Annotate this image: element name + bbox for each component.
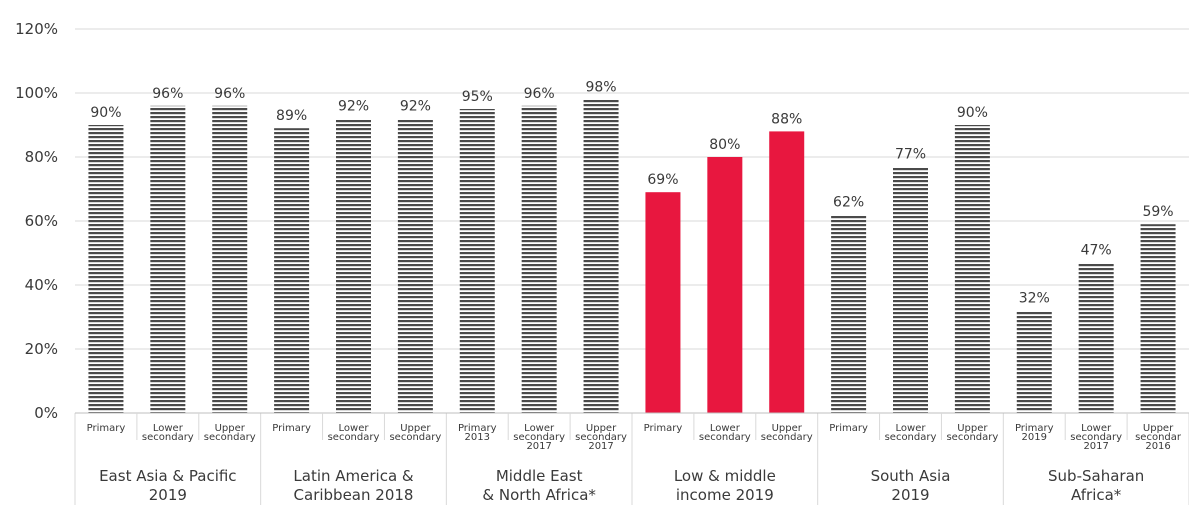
group-label: income 2019 — [676, 486, 774, 504]
bar — [707, 157, 743, 413]
group-label: Caribbean 2018 — [294, 486, 414, 504]
y-tick-label: 40% — [25, 276, 58, 294]
bar-sublabel: 2019 — [1022, 432, 1047, 443]
bar-sublabel: Lower — [153, 423, 184, 434]
bar-sublabel: Primary — [829, 423, 868, 434]
data-label: 69% — [647, 172, 678, 188]
bar — [645, 192, 681, 413]
data-label: 98% — [585, 79, 616, 95]
data-label: 88% — [771, 111, 802, 127]
bar-sublabel: secondar — [1135, 432, 1182, 443]
bar — [88, 125, 124, 413]
data-label: 59% — [1142, 204, 1173, 220]
data-label: 96% — [152, 86, 183, 102]
bar-sublabel: Lower — [524, 423, 555, 434]
gridlines — [75, 28, 1189, 414]
bar-sublabel: secondary — [328, 432, 380, 443]
bar-sublabel: 2017 — [1083, 441, 1108, 452]
bar-sublabel: Upper — [957, 423, 988, 434]
bar-sublabel: 2016 — [1145, 441, 1170, 452]
category-axis: Primary LowersecondaryUppersecondaryEast … — [74, 412, 1189, 505]
bar-sublabel: Upper — [215, 423, 246, 434]
data-label: 90% — [90, 105, 121, 121]
group-label: Middle East — [496, 467, 583, 485]
bar-sublabel: Lower — [339, 423, 370, 434]
data-label: 96% — [214, 86, 245, 102]
bar-sublabel: Lower — [1081, 423, 1112, 434]
data-label: 89% — [276, 108, 307, 124]
bar-sublabel: 2013 — [465, 432, 490, 443]
bar-sublabel: Primary — [644, 423, 683, 434]
group-label: Low & middle — [674, 467, 776, 485]
data-label: 47% — [1081, 243, 1112, 259]
bar-sublabel: Upper — [1143, 423, 1174, 434]
group-label: 2019 — [149, 486, 187, 504]
data-label: 62% — [833, 195, 864, 211]
bar — [212, 105, 248, 414]
group-label: South Asia — [871, 467, 951, 485]
bar — [459, 109, 495, 413]
bar — [150, 105, 186, 414]
bar-sublabel: Primary — [87, 423, 126, 434]
group-label: East Asia & Pacific — [99, 467, 236, 485]
bar — [1140, 224, 1176, 413]
y-tick-label: 0% — [34, 404, 58, 422]
data-label: 32% — [1019, 291, 1050, 307]
y-tick-label: 80% — [25, 148, 58, 166]
y-tick-label: 120% — [15, 20, 58, 38]
group-label: Latin America & — [293, 467, 414, 485]
bar — [893, 166, 928, 413]
y-tick-label: 100% — [15, 84, 58, 102]
bar — [769, 131, 805, 413]
bar-sublabel: Upper — [772, 423, 803, 434]
bar-sublabel: 2017 — [588, 441, 613, 452]
bar-sublabel: Primary — [272, 423, 311, 434]
group-label: Africa* — [1071, 486, 1122, 504]
bar-sublabel: Primary — [458, 423, 497, 434]
bar-sublabel: secondary — [885, 432, 937, 443]
bar-sublabel: secondary — [699, 432, 751, 443]
data-label: 92% — [400, 99, 431, 115]
data-label: 77% — [895, 147, 926, 163]
bar — [1016, 310, 1052, 413]
data-label: 92% — [338, 99, 369, 115]
bar-sublabel: secondary — [946, 432, 998, 443]
group-label: Sub-Saharan — [1048, 467, 1144, 485]
group-label: 2019 — [891, 486, 929, 504]
bar-sublabel: Lower — [710, 423, 741, 434]
bars — [88, 99, 1176, 414]
group-label: & North Africa* — [482, 486, 596, 504]
bar-sublabel: secondary — [761, 432, 813, 443]
bar — [336, 118, 371, 413]
y-tick-label: 20% — [25, 340, 58, 358]
data-labels: 90% 96% 96% 89% 92% 92% 95% 96% 98% 69% 80% 88% 62% 7… — [90, 79, 1173, 306]
y-axis-ticks: 0% 20% 40% 60% 80% 100% 120% — [15, 20, 58, 422]
bar — [274, 128, 310, 413]
data-label: 80% — [709, 137, 740, 153]
bar — [521, 105, 557, 414]
bar-sublabel: secondary — [204, 432, 256, 443]
bar-sublabel: Primary — [1015, 423, 1054, 434]
bar-sublabel: secondary — [575, 432, 627, 443]
bar — [954, 125, 990, 413]
bar — [1078, 262, 1114, 413]
bar-sublabel: secondary — [513, 432, 565, 443]
bar — [831, 214, 867, 413]
bar-sublabel: Upper — [400, 423, 431, 434]
bar — [583, 99, 619, 414]
data-label: 96% — [524, 86, 555, 102]
bar-sublabel: Lower — [896, 423, 927, 434]
bar-sublabel: secondary — [142, 432, 194, 443]
data-label: 95% — [462, 89, 493, 105]
bar-sublabel: secondary — [389, 432, 441, 443]
bar — [397, 118, 433, 413]
y-tick-label: 60% — [25, 212, 58, 230]
data-label: 90% — [957, 105, 988, 121]
bar-sublabel: 2017 — [526, 441, 551, 452]
bar-sublabel: secondary — [1070, 432, 1122, 443]
bar-sublabel: Upper — [586, 423, 617, 434]
